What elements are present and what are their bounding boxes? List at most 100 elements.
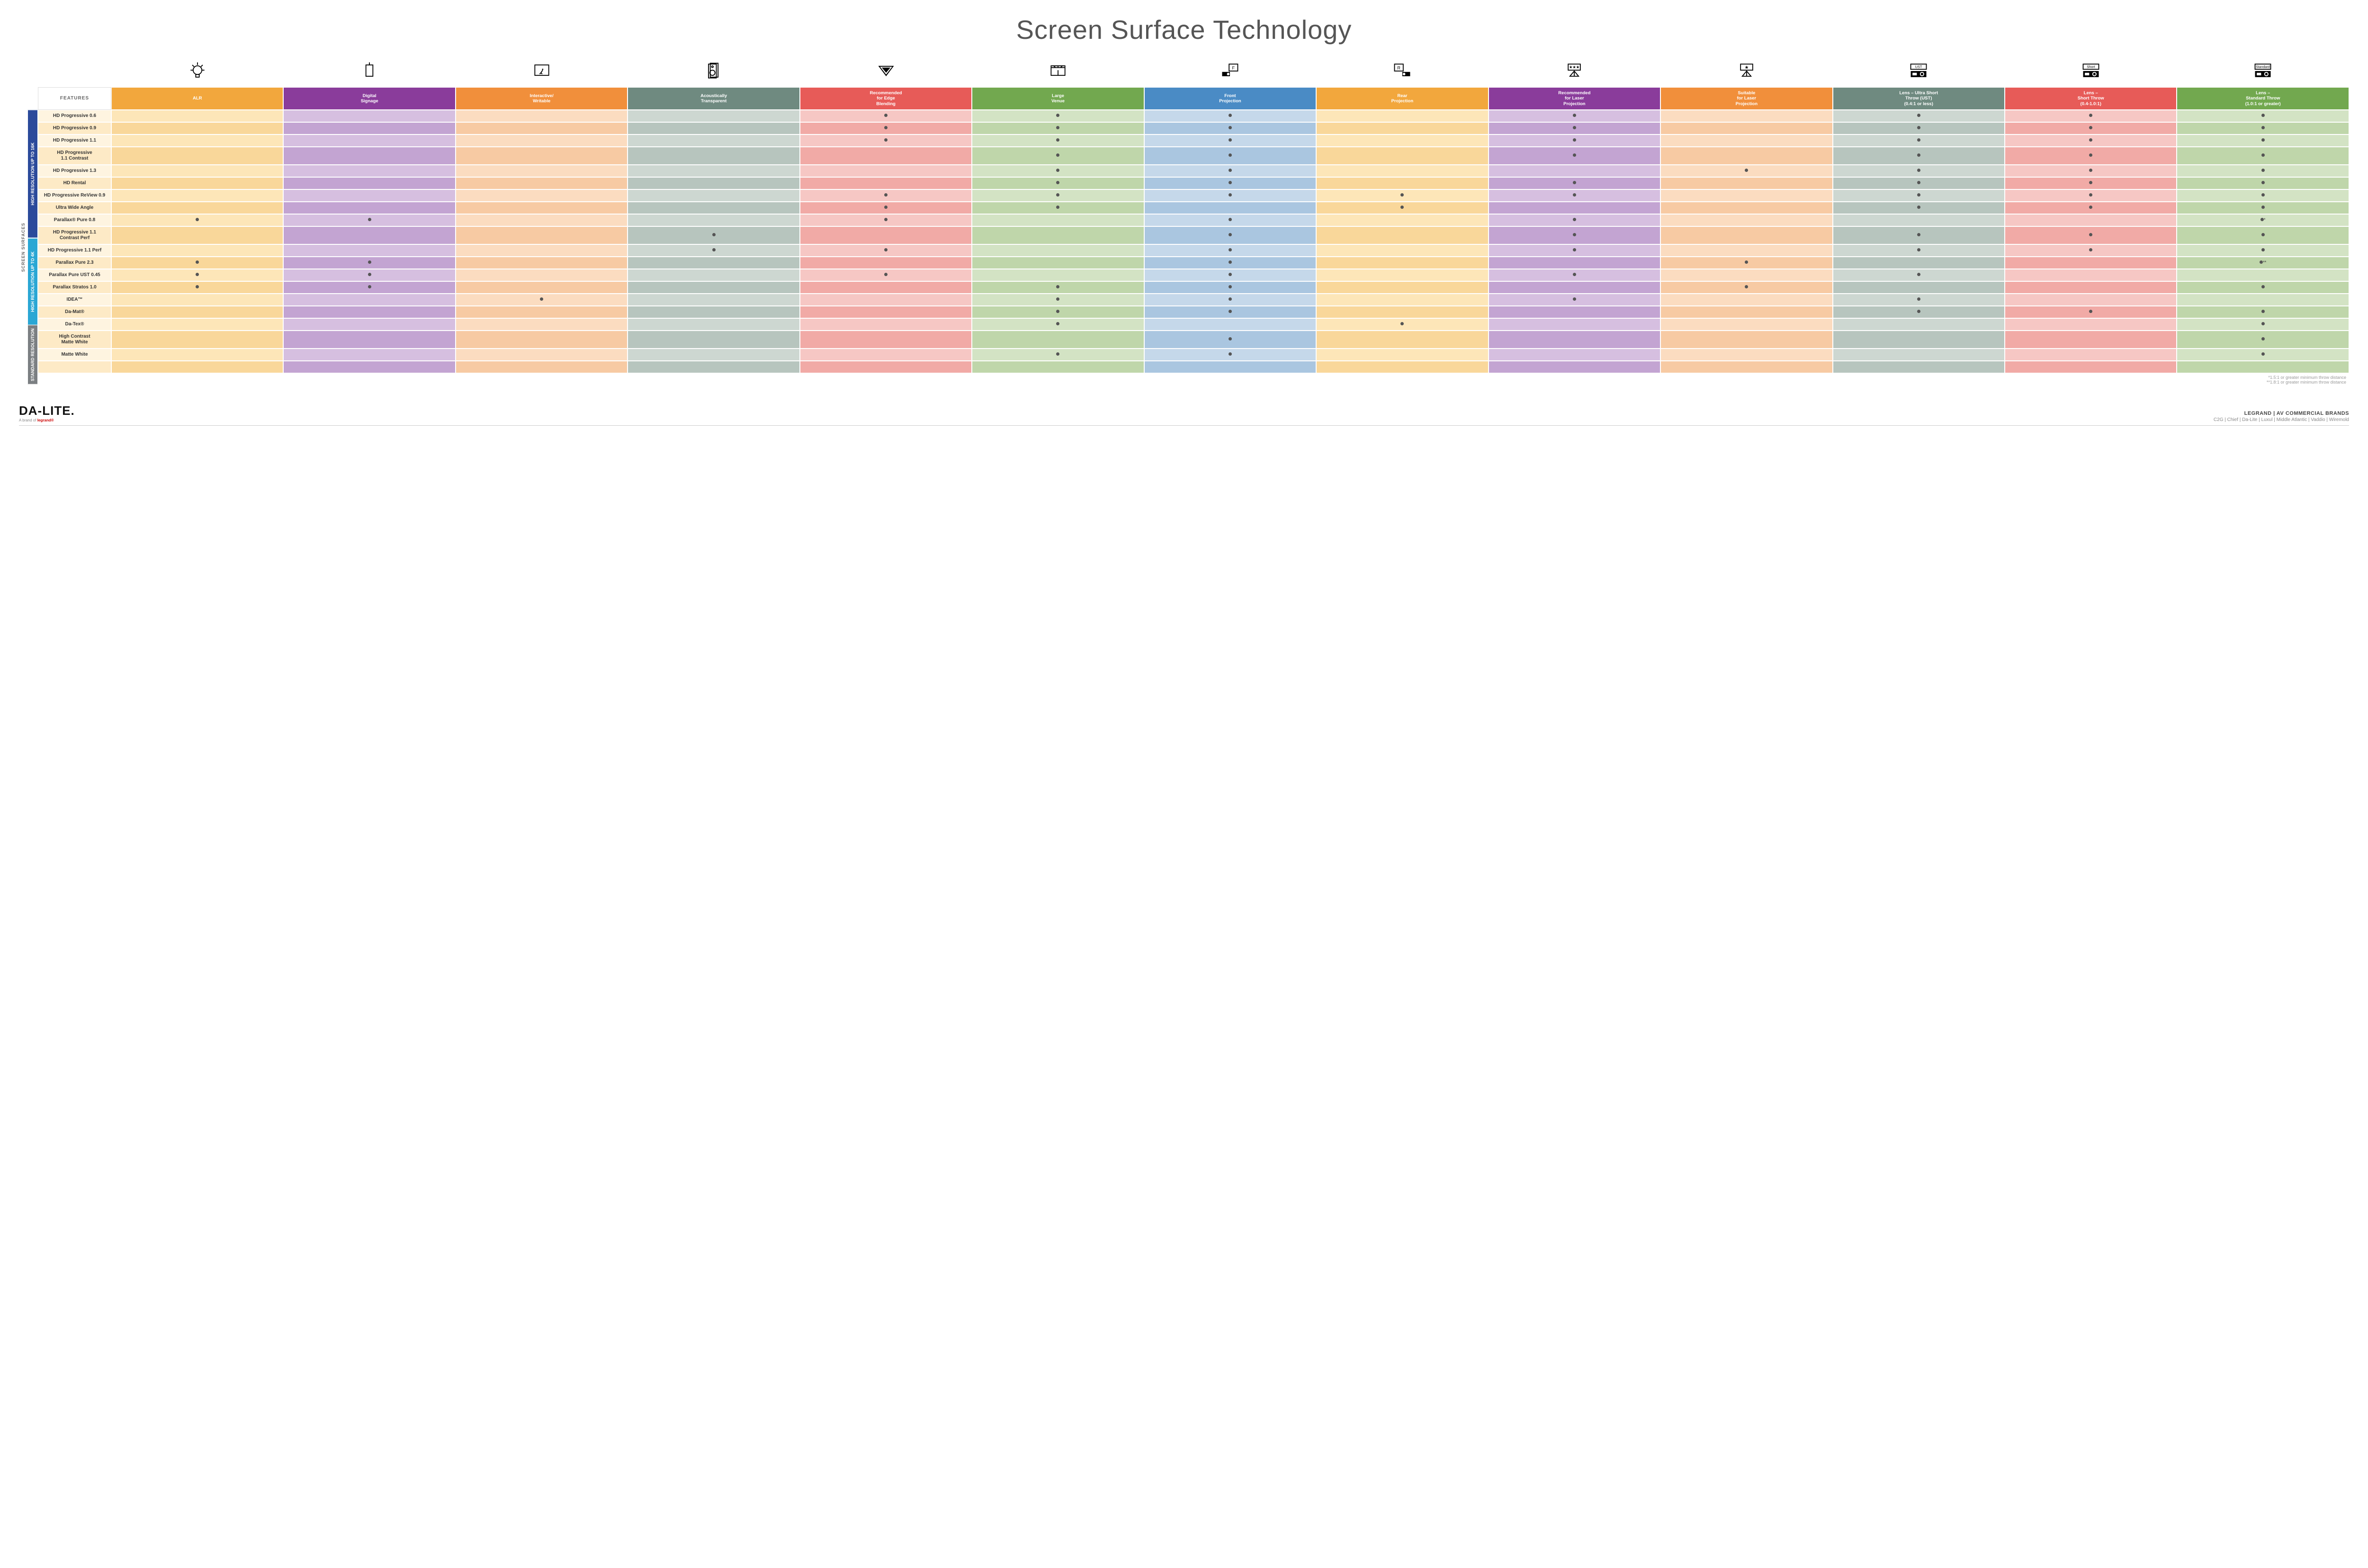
cell	[972, 165, 1144, 177]
cell	[1489, 134, 1660, 147]
cell	[1660, 110, 1832, 122]
cell	[800, 122, 972, 134]
cell	[628, 165, 799, 177]
cell	[628, 269, 799, 281]
cell	[628, 331, 799, 349]
cell	[456, 177, 628, 189]
col-header-short: Lens –Short Throw(0.4-1.0:1)	[2005, 87, 2177, 110]
cell	[1144, 331, 1316, 349]
proj-ust-icon: UST	[1833, 57, 2005, 85]
col-header-acoustic: AcousticallyTransparent	[628, 87, 799, 110]
cell	[1489, 147, 1660, 165]
col-header-front: FrontProjection	[1144, 87, 1316, 110]
cell	[2005, 331, 2177, 349]
row-label: Parallax® Pure 0.8	[38, 214, 111, 226]
cell	[1316, 269, 1488, 281]
cell	[1489, 294, 1660, 306]
brand-logo: DA‑LITE.	[19, 403, 75, 418]
cell: **	[2177, 257, 2349, 269]
cell	[1316, 318, 1488, 331]
cell	[1660, 122, 1832, 134]
proj-std-icon: Standard	[2177, 57, 2349, 85]
cell	[1316, 189, 1488, 202]
cell	[1660, 189, 1832, 202]
cell: *	[2177, 214, 2349, 226]
front-icon: F	[1144, 57, 1316, 85]
cell	[1660, 349, 1832, 361]
cell	[1316, 294, 1488, 306]
cell	[1489, 165, 1660, 177]
cell	[111, 281, 283, 294]
cell	[2005, 189, 2177, 202]
cell	[283, 122, 455, 134]
cell	[1660, 331, 1832, 349]
cell	[1316, 202, 1488, 214]
cell	[1489, 331, 1660, 349]
row-label: Da-Tex®	[38, 318, 111, 331]
footer-logo-block: DA‑LITE. A brand of legrand®	[19, 403, 75, 422]
cell	[972, 244, 1144, 257]
cell	[1489, 306, 1660, 318]
brand-sub: A brand of legrand®	[19, 418, 75, 422]
row-label: HD Progressive 1.1 Perf	[38, 244, 111, 257]
col-header-reclaser: Recommendedfor LaserProjection	[1489, 87, 1660, 110]
cell	[283, 214, 455, 226]
cell	[456, 349, 628, 361]
cell	[972, 177, 1144, 189]
cell	[2005, 122, 2177, 134]
cell	[1144, 134, 1316, 147]
cell	[283, 257, 455, 269]
cell	[1833, 226, 2005, 244]
cell	[800, 165, 972, 177]
cell	[2177, 226, 2349, 244]
cell	[800, 189, 972, 202]
cell	[1144, 306, 1316, 318]
cell	[2177, 189, 2349, 202]
cell	[1316, 110, 1488, 122]
cell	[111, 214, 283, 226]
cell	[111, 122, 283, 134]
cell	[1144, 244, 1316, 257]
cell	[1489, 318, 1660, 331]
col-header-interactive: Interactive/Writable	[456, 87, 628, 110]
cell	[1833, 269, 2005, 281]
group-label: HIGH RESOLUTION UP TO 16K	[27, 110, 38, 238]
cell	[283, 177, 455, 189]
cell	[1833, 257, 2005, 269]
cell	[1660, 214, 1832, 226]
cell	[972, 349, 1144, 361]
cell	[1144, 189, 1316, 202]
cell	[2005, 110, 2177, 122]
cell	[1833, 165, 2005, 177]
cell	[283, 110, 455, 122]
cell	[111, 165, 283, 177]
cell	[2177, 110, 2349, 122]
cell	[1833, 294, 2005, 306]
cell	[1316, 244, 1488, 257]
cell	[2005, 269, 2177, 281]
cell	[628, 177, 799, 189]
proj-short-icon: Short	[2005, 57, 2177, 85]
row-label: HD Progressive ReView 0.9	[38, 189, 111, 202]
cell	[800, 306, 972, 318]
row-label: HD Progressive 1.1	[38, 134, 111, 147]
cell	[800, 147, 972, 165]
cell	[628, 257, 799, 269]
svg-text:Short: Short	[2087, 65, 2095, 69]
cell	[800, 110, 972, 122]
cell	[1660, 244, 1832, 257]
cell	[111, 226, 283, 244]
cell	[628, 281, 799, 294]
svg-text:Standard: Standard	[2256, 65, 2270, 69]
cell	[628, 202, 799, 214]
cell	[2177, 294, 2349, 306]
svg-text:★★★: ★★★	[1569, 65, 1579, 70]
cell	[456, 318, 628, 331]
cell	[2177, 306, 2349, 318]
cell	[1144, 269, 1316, 281]
svg-text:UST: UST	[1915, 65, 1922, 69]
col-header-ust: Lens – Ultra ShortThrow (UST)(0.4:1 or l…	[1833, 87, 2005, 110]
cell	[972, 331, 1144, 349]
cell	[628, 110, 799, 122]
cell	[456, 134, 628, 147]
